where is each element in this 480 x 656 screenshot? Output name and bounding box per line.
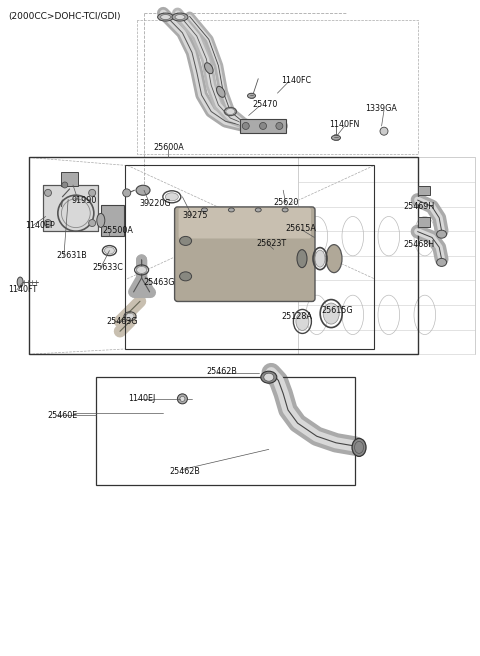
Ellipse shape	[180, 272, 192, 281]
Text: 1339GA: 1339GA	[365, 104, 396, 113]
Text: 25631B: 25631B	[57, 251, 87, 260]
Bar	[418, 186, 430, 195]
Text: 1140FN: 1140FN	[329, 120, 359, 129]
Circle shape	[180, 396, 185, 401]
Circle shape	[242, 123, 249, 129]
Ellipse shape	[136, 185, 150, 195]
Text: 25468H: 25468H	[403, 239, 434, 249]
Circle shape	[178, 394, 187, 404]
Ellipse shape	[61, 199, 90, 228]
Bar	[61, 172, 78, 186]
Bar	[29, 157, 418, 354]
Circle shape	[260, 123, 266, 129]
Text: 25128A: 25128A	[282, 312, 312, 321]
Ellipse shape	[180, 236, 192, 245]
Text: 25463G: 25463G	[107, 317, 138, 326]
Text: 25623T: 25623T	[257, 239, 287, 248]
Text: 25633C: 25633C	[92, 263, 123, 272]
Circle shape	[62, 182, 68, 188]
Ellipse shape	[437, 258, 446, 266]
Circle shape	[45, 190, 51, 196]
Circle shape	[380, 127, 388, 135]
Ellipse shape	[172, 13, 188, 21]
Ellipse shape	[296, 312, 309, 331]
Text: 25462B: 25462B	[206, 367, 237, 377]
Ellipse shape	[204, 63, 213, 73]
Ellipse shape	[261, 371, 277, 383]
Bar	[125, 165, 374, 349]
Circle shape	[276, 123, 283, 129]
Ellipse shape	[175, 14, 185, 20]
Ellipse shape	[97, 213, 105, 228]
Bar	[96, 377, 355, 485]
Ellipse shape	[137, 266, 146, 274]
Ellipse shape	[228, 208, 234, 212]
Text: 25463G: 25463G	[143, 277, 175, 287]
Ellipse shape	[248, 93, 255, 98]
Text: 39220G: 39220G	[139, 199, 171, 208]
FancyBboxPatch shape	[175, 207, 315, 302]
FancyBboxPatch shape	[179, 208, 311, 239]
Ellipse shape	[161, 14, 170, 20]
Text: 25500A: 25500A	[102, 226, 133, 236]
Text: 25469H: 25469H	[403, 202, 434, 211]
Circle shape	[89, 190, 96, 196]
Ellipse shape	[282, 208, 288, 212]
Text: 25600A: 25600A	[154, 143, 184, 152]
Ellipse shape	[297, 250, 307, 268]
Text: 25460E: 25460E	[47, 411, 77, 420]
Bar	[101, 205, 124, 236]
Text: 25462B: 25462B	[169, 466, 200, 476]
Ellipse shape	[17, 277, 23, 287]
Ellipse shape	[323, 303, 339, 324]
Circle shape	[45, 220, 51, 226]
Ellipse shape	[437, 230, 446, 238]
Ellipse shape	[352, 438, 366, 457]
Circle shape	[123, 189, 131, 197]
Text: 25470: 25470	[252, 100, 277, 110]
Text: 25615A: 25615A	[286, 224, 316, 234]
Bar	[418, 217, 430, 227]
Ellipse shape	[264, 373, 274, 381]
Ellipse shape	[326, 245, 342, 273]
Ellipse shape	[202, 208, 207, 212]
Ellipse shape	[165, 193, 179, 201]
Ellipse shape	[216, 87, 225, 97]
Ellipse shape	[332, 135, 340, 140]
Bar	[43, 185, 98, 231]
Text: 25615G: 25615G	[322, 306, 353, 315]
Text: (2000CC>DOHC-TCI/GDI): (2000CC>DOHC-TCI/GDI)	[8, 12, 120, 21]
Ellipse shape	[157, 13, 174, 21]
Text: 1140EJ: 1140EJ	[129, 394, 156, 403]
Ellipse shape	[255, 208, 261, 212]
Text: 91990: 91990	[71, 195, 96, 205]
Ellipse shape	[105, 247, 114, 254]
Ellipse shape	[315, 250, 325, 267]
Ellipse shape	[126, 314, 134, 319]
Ellipse shape	[226, 108, 235, 115]
Text: 1140FC: 1140FC	[281, 75, 311, 85]
Text: 39275: 39275	[182, 211, 208, 220]
Text: 1140EP: 1140EP	[25, 220, 55, 230]
Circle shape	[89, 220, 96, 226]
Text: 25620: 25620	[274, 197, 299, 207]
Bar	[240, 119, 286, 133]
Text: 1140FT: 1140FT	[9, 285, 38, 295]
